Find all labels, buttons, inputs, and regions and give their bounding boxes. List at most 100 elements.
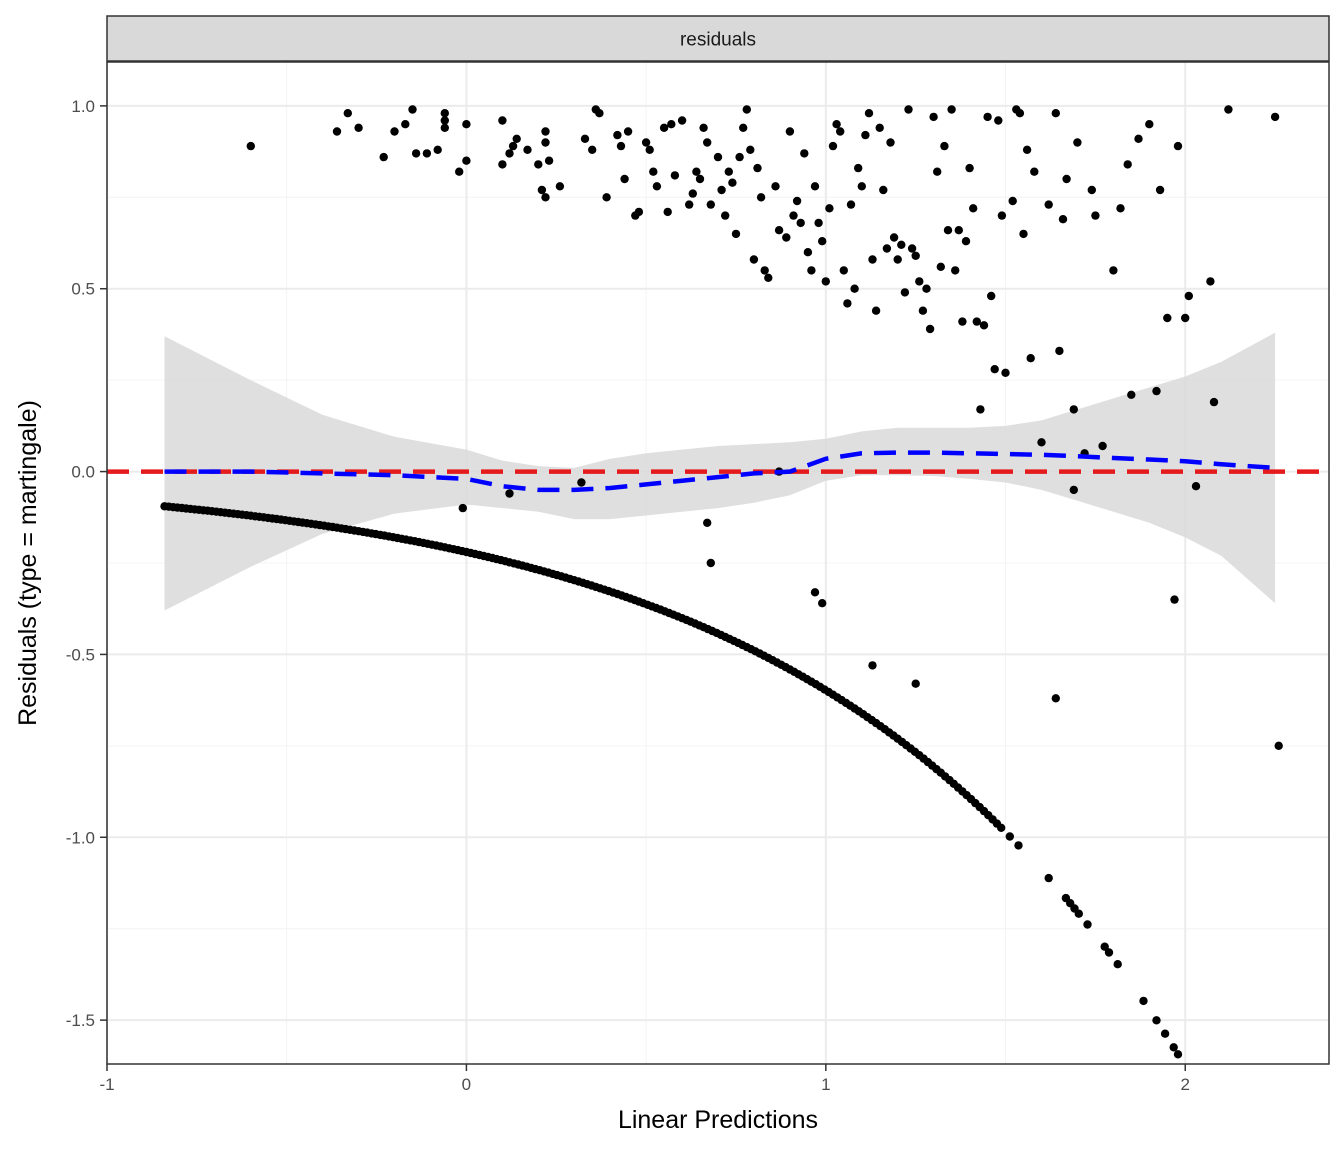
residual-point — [462, 120, 470, 128]
residual-point — [642, 138, 650, 146]
residual-point — [890, 233, 898, 241]
residual-point — [1070, 405, 1078, 413]
residual-point — [811, 588, 819, 596]
residual-point — [850, 285, 858, 293]
residual-point — [1192, 482, 1200, 490]
x-tick-label: 0 — [462, 1075, 471, 1094]
residual-point — [689, 189, 697, 197]
residual-point — [983, 113, 991, 121]
residual-point — [829, 142, 837, 150]
residual-point — [757, 193, 765, 201]
residual-point — [588, 146, 596, 154]
residual-point — [1139, 997, 1147, 1005]
residual-point — [509, 142, 517, 150]
residual-point — [664, 208, 672, 216]
residual-point — [836, 127, 844, 135]
residual-point — [1059, 215, 1067, 223]
residual-point — [635, 208, 643, 216]
residual-point — [1210, 398, 1218, 406]
residual-point — [1052, 109, 1060, 117]
residual-point — [1156, 186, 1164, 194]
residual-point — [703, 519, 711, 527]
residual-point — [1052, 694, 1060, 702]
residual-point — [344, 109, 352, 117]
residual-point — [969, 204, 977, 212]
residual-point — [541, 193, 549, 201]
residual-point — [912, 680, 920, 688]
residual-point — [883, 244, 891, 252]
residual-point — [1271, 113, 1279, 121]
residual-point — [1145, 120, 1153, 128]
residual-point — [617, 142, 625, 150]
residual-point — [1152, 387, 1160, 395]
residual-point — [797, 219, 805, 227]
residual-point — [872, 307, 880, 315]
residual-point — [412, 149, 420, 157]
residual-point — [789, 211, 797, 219]
residual-point — [980, 321, 988, 329]
residual-point — [750, 255, 758, 263]
residual-point — [800, 149, 808, 157]
residual-point — [764, 274, 772, 282]
residual-point — [541, 138, 549, 146]
residual-point — [649, 168, 657, 176]
residual-point — [1055, 347, 1063, 355]
residual-point — [1023, 146, 1031, 154]
residual-point — [595, 109, 603, 117]
residual-point — [523, 146, 531, 154]
residual-point — [894, 255, 902, 263]
residual-point — [685, 200, 693, 208]
residual-point — [408, 105, 416, 113]
residual-point — [1098, 442, 1106, 450]
residual-point — [577, 478, 585, 486]
residual-point — [247, 142, 255, 150]
x-axis-title: Linear Predictions — [618, 1106, 818, 1134]
residual-point — [922, 285, 930, 293]
residual-point — [678, 116, 686, 124]
facet-strip: residuals — [107, 16, 1329, 61]
residual-point — [434, 146, 442, 154]
x-tick-label: -1 — [99, 1075, 114, 1094]
residual-point — [714, 153, 722, 161]
residual-point — [699, 124, 707, 132]
residual-point — [843, 299, 851, 307]
residual-point — [613, 131, 621, 139]
residual-point — [671, 171, 679, 179]
residual-point — [908, 244, 916, 252]
residual-point — [1037, 438, 1045, 446]
y-tick-label: -0.5 — [66, 645, 95, 664]
residual-point — [746, 146, 754, 154]
residual-point — [818, 599, 826, 607]
residual-point — [1045, 200, 1053, 208]
residual-point — [1170, 595, 1178, 603]
residual-point — [965, 164, 973, 172]
residual-point — [1275, 742, 1283, 750]
residual-point — [904, 105, 912, 113]
y-tick-label: 1.0 — [71, 97, 95, 116]
residual-point — [886, 138, 894, 146]
residual-point — [926, 325, 934, 333]
residual-point — [401, 120, 409, 128]
residual-point — [541, 127, 549, 135]
residual-point — [696, 175, 704, 183]
x-axis-ticks: -1 0 1 2 — [99, 1064, 1190, 1094]
residual-point — [1116, 204, 1124, 212]
residual-point — [1124, 160, 1132, 168]
residual-point — [1091, 211, 1099, 219]
residual-point — [991, 365, 999, 373]
residual-point — [556, 182, 564, 190]
residual-point — [929, 113, 937, 121]
residual-point — [1161, 1030, 1169, 1038]
residual-point — [879, 186, 887, 194]
residual-point — [814, 219, 822, 227]
residual-point — [1127, 391, 1135, 399]
residual-point — [441, 116, 449, 124]
facet-strip-label: residuals — [680, 30, 756, 51]
residual-point — [743, 105, 751, 113]
residual-point — [1206, 277, 1214, 285]
residual-point — [786, 127, 794, 135]
x-tick-label: 2 — [1181, 1075, 1190, 1094]
residual-point — [1163, 314, 1171, 322]
residual-point — [455, 168, 463, 176]
residual-point — [692, 168, 700, 176]
